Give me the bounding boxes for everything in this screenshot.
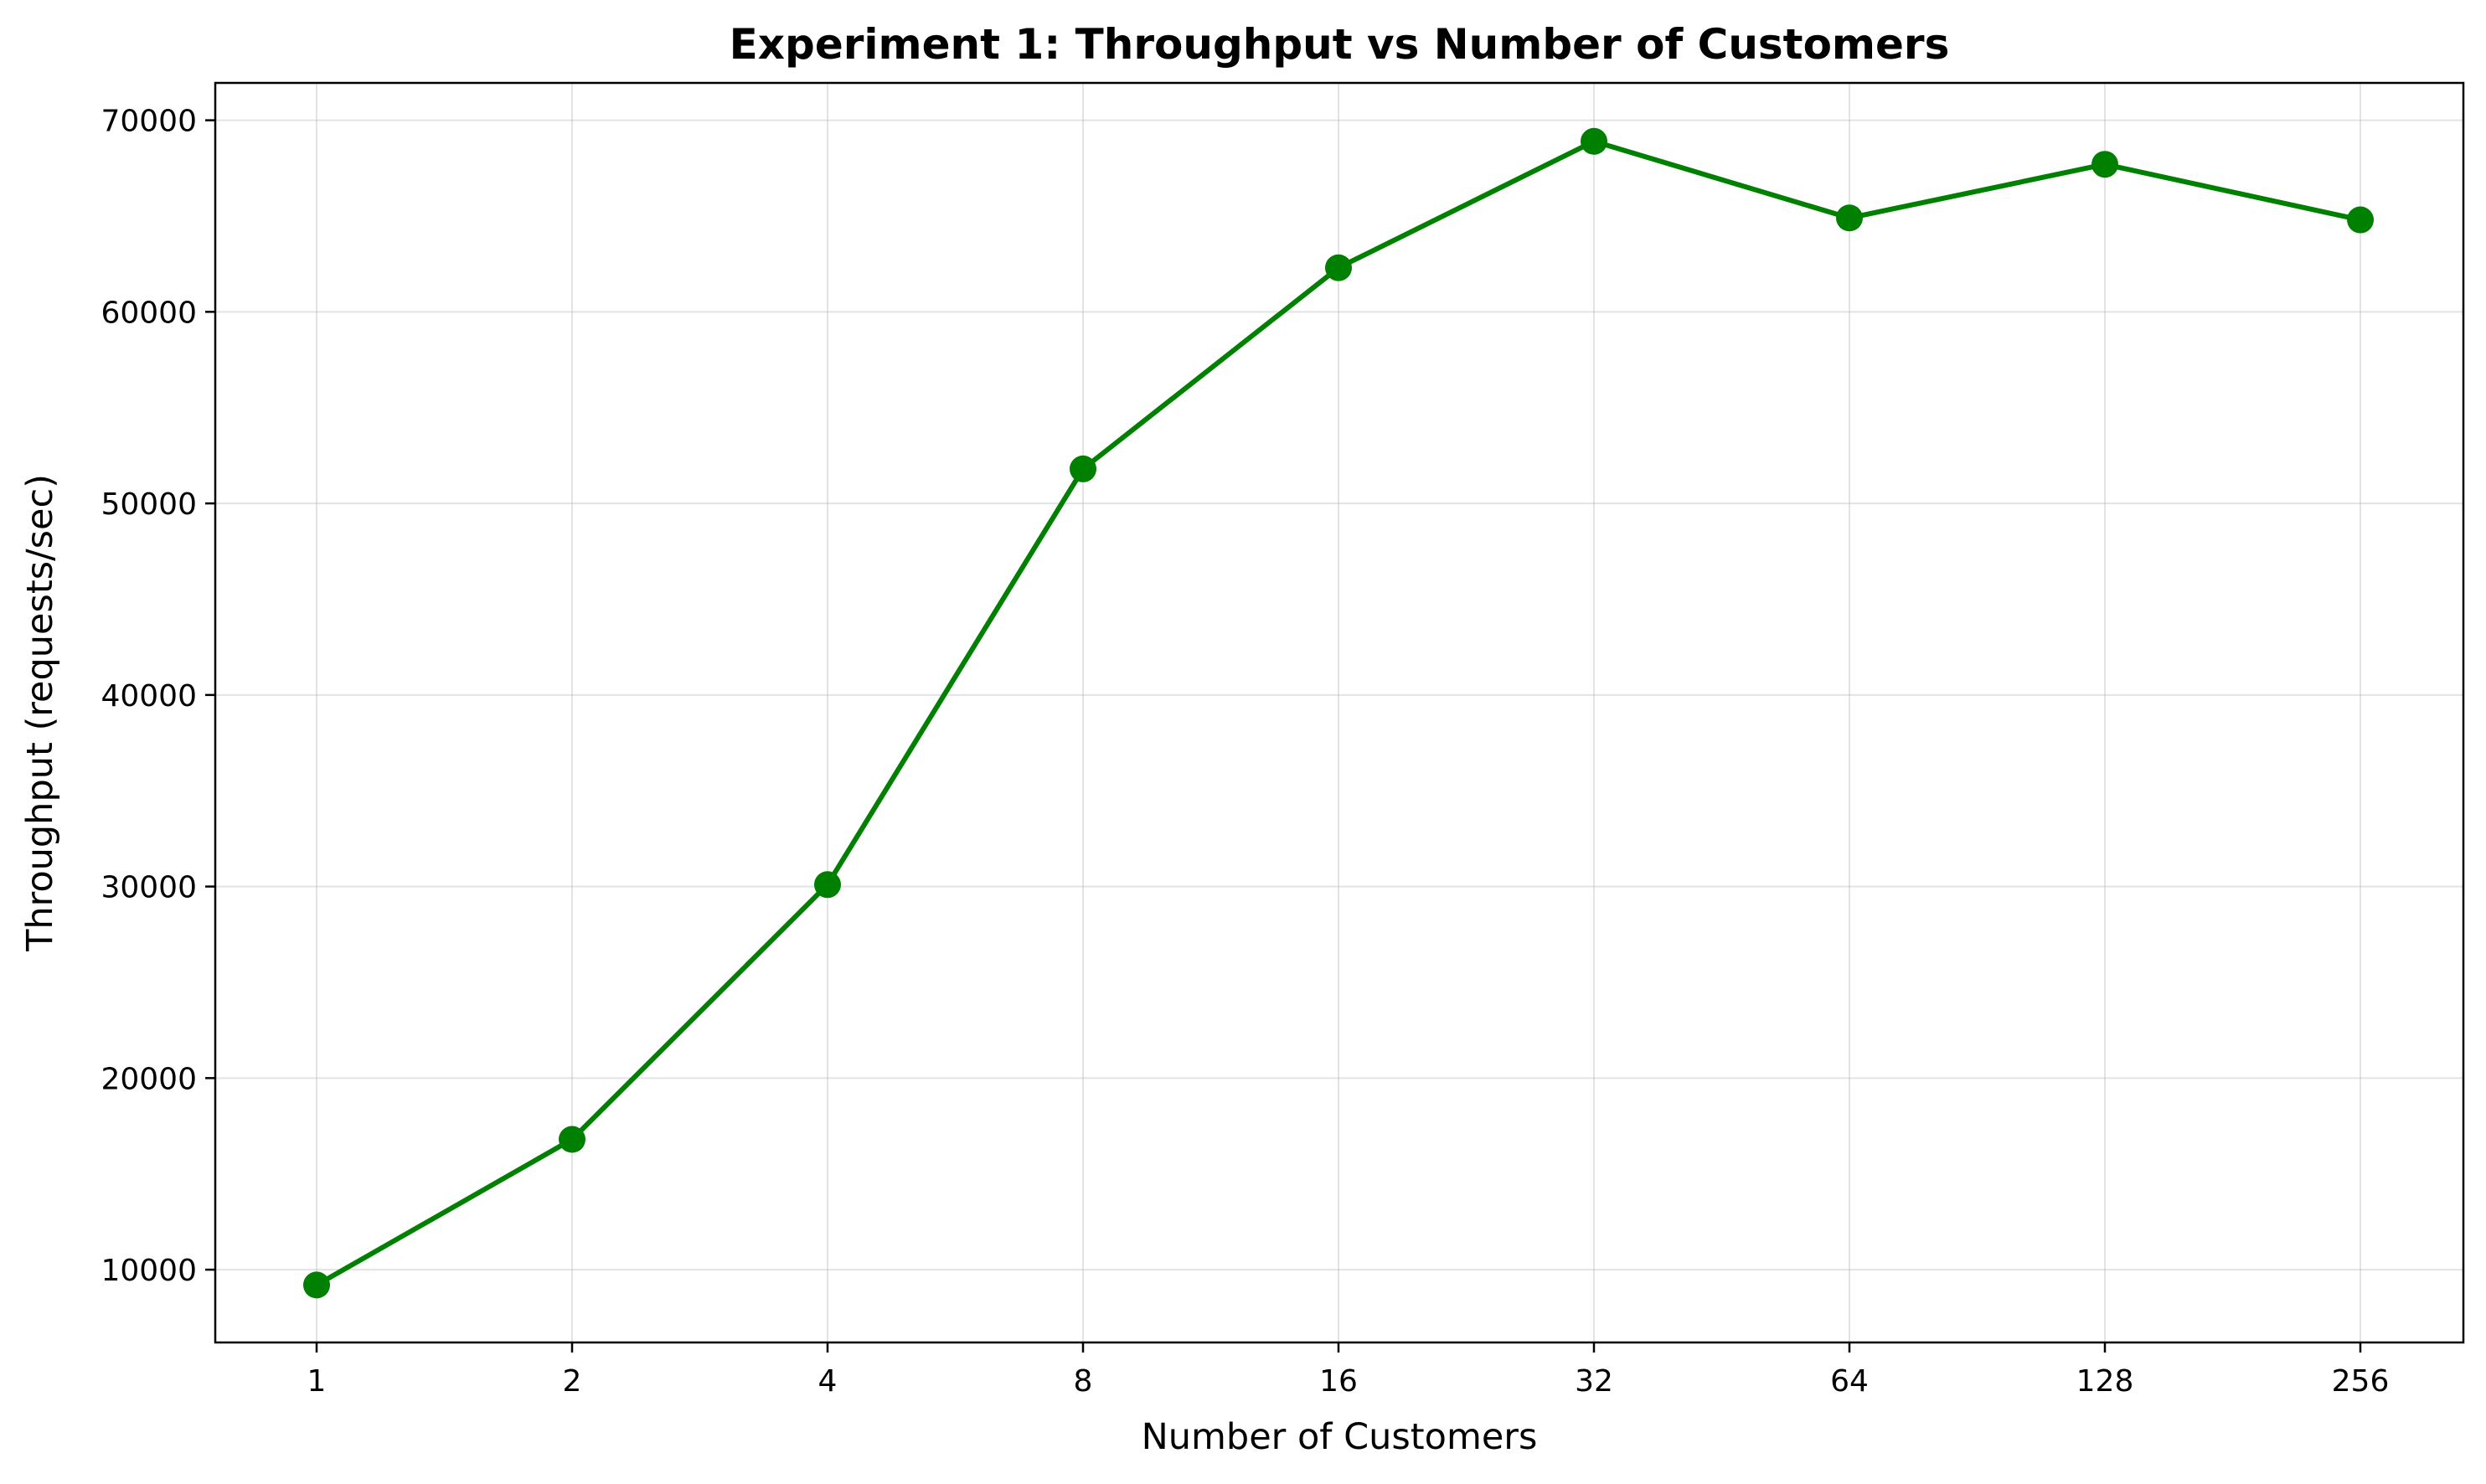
y-axis-label: Throughput (requests/sec) <box>19 474 61 952</box>
grid-lines <box>215 83 2463 1342</box>
y-tick-label: 60000 <box>101 296 197 330</box>
y-tick-label: 50000 <box>101 487 197 522</box>
series-throughput <box>303 127 2374 1299</box>
data-point <box>1070 455 1096 482</box>
y-tick-label: 20000 <box>101 1062 197 1096</box>
x-tick-label: 4 <box>818 1364 838 1399</box>
y-tick-label: 70000 <box>101 105 197 139</box>
data-point <box>559 1126 585 1153</box>
data-point <box>2091 151 2118 178</box>
data-point <box>1836 204 1863 232</box>
x-tick-label: 128 <box>2076 1364 2134 1399</box>
axis-ticks: 1 2 4 8 16 32 64 128 256 10000 20000 30000 40000 5000… <box>101 105 2389 1399</box>
data-point <box>2347 206 2374 234</box>
y-tick-label: 30000 <box>101 871 197 905</box>
y-tick-label: 10000 <box>101 1254 197 1288</box>
data-point <box>1581 127 1607 155</box>
chart-title: Experiment 1: Throughput vs Number of Cu… <box>730 20 1950 69</box>
x-tick-label: 1 <box>307 1364 327 1399</box>
data-point <box>814 871 841 899</box>
x-tick-label: 8 <box>1074 1364 1093 1399</box>
y-tick-label: 40000 <box>101 679 197 714</box>
x-tick-label: 2 <box>563 1364 582 1399</box>
x-tick-label: 256 <box>2332 1364 2390 1399</box>
x-axis-label: Number of Customers <box>1142 1416 1538 1458</box>
x-tick-label: 32 <box>1575 1364 1613 1399</box>
x-tick-label: 16 <box>1319 1364 1358 1399</box>
data-point <box>1325 254 1352 281</box>
data-point <box>303 1271 330 1299</box>
x-tick-label: 64 <box>1830 1364 1869 1399</box>
